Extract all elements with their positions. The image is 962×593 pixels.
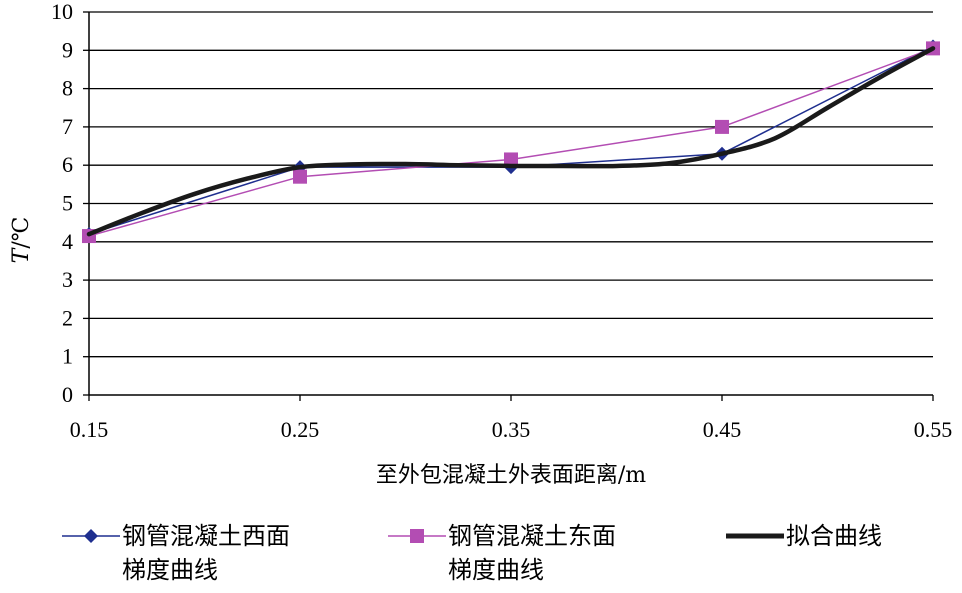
legend-item-west: 钢管混凝土西面 梯度曲线 [62, 519, 290, 587]
legend-label-west-line2: 梯度曲线 [122, 556, 218, 584]
y-axis-label: T/℃ [9, 217, 34, 264]
y-tick-labels: 0 1 2 3 4 5 6 7 8 9 10 [51, 0, 73, 407]
legend-label-east-line1: 钢管混凝土东面 [448, 522, 616, 550]
chart: 0 1 2 3 4 5 6 7 8 9 10 0.15 0.25 0.35 0.45 0.55 T/℃ 至外… [9, 0, 953, 488]
series-line-east [88, 47, 934, 237]
y-tick-label-0: 0 [62, 382, 73, 407]
y-tick-label-5: 5 [62, 191, 73, 216]
legend-label-east-line2: 梯度曲线 [448, 556, 544, 584]
x-tick-label-1: 0.25 [281, 417, 320, 442]
x-tick-label-2: 0.35 [492, 417, 531, 442]
series-line-fit [86, 46, 936, 237]
point-east-3 [715, 119, 729, 134]
y-tick-label-4: 4 [62, 229, 73, 254]
gridlines [89, 11, 933, 358]
legend: 钢管混凝土西面 梯度曲线 钢管混凝土东面 梯度曲线 拟合曲线 [0, 515, 962, 593]
y-tick-label-3: 3 [62, 267, 73, 292]
y-tick-label-2: 2 [62, 305, 73, 330]
legend-item-fit: 拟合曲线 [726, 519, 882, 553]
legend-swatch-fit [726, 533, 784, 539]
y-tick-label-6: 6 [62, 152, 73, 177]
y-tick-label-7: 7 [62, 114, 73, 139]
y-tick-label-10: 10 [51, 0, 73, 24]
y-tick-label-9: 9 [62, 37, 73, 62]
legend-swatch-west [62, 529, 120, 543]
series-line-west [88, 45, 934, 235]
legend-item-east: 钢管混凝土东面 梯度曲线 [388, 519, 616, 587]
series-group [82, 39, 940, 244]
x-axis-label: 至外包混凝土外表面距离/m [376, 463, 646, 488]
point-east-1 [293, 169, 307, 184]
x-tick-label-0: 0.15 [70, 417, 109, 442]
x-tick-label-4: 0.55 [914, 417, 953, 442]
legend-label-west-line1: 钢管混凝土西面 [122, 522, 290, 550]
legend-label-fit: 拟合曲线 [786, 522, 882, 550]
x-tick-labels: 0.15 0.25 0.35 0.45 0.55 [70, 417, 953, 442]
x-tick-label-3: 0.45 [703, 417, 742, 442]
point-east-2 [504, 152, 518, 167]
y-tick-label-1: 1 [62, 344, 73, 369]
legend-swatch-east [388, 529, 446, 543]
y-tick-label-8: 8 [62, 76, 73, 101]
axes [83, 11, 934, 401]
